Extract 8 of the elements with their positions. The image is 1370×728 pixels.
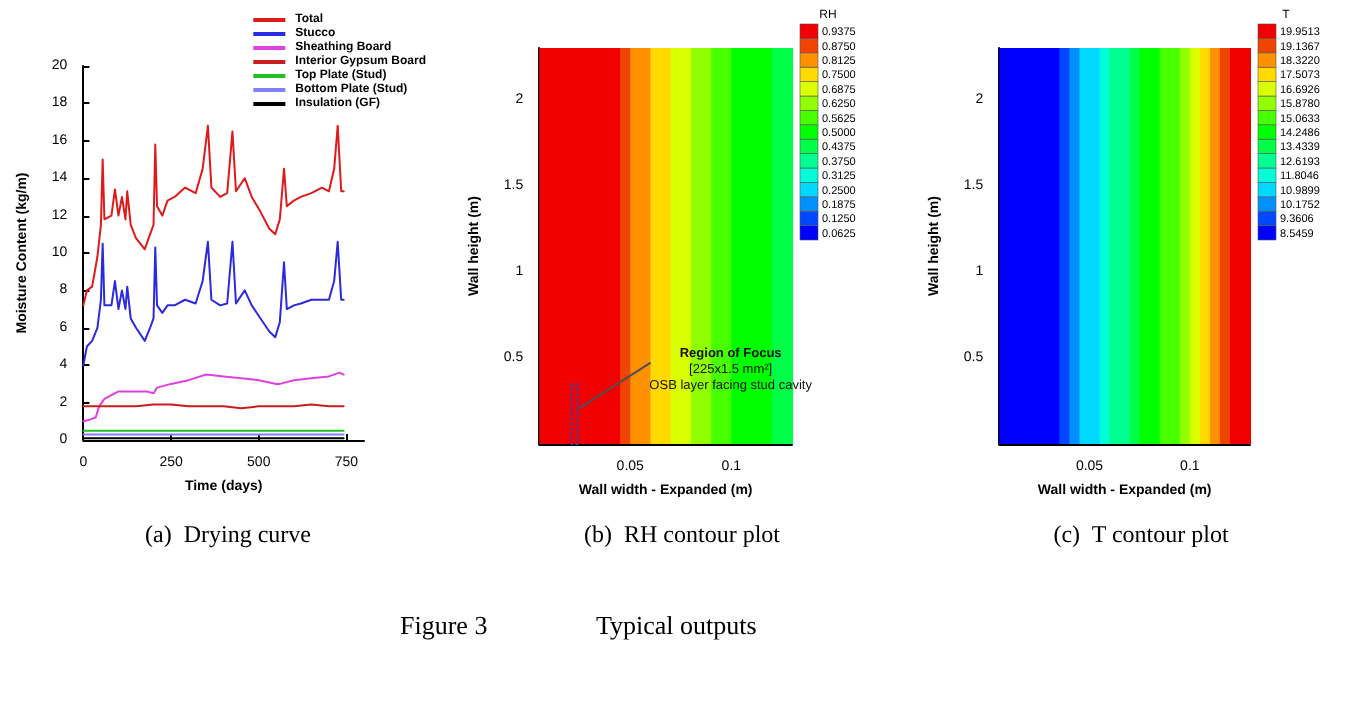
text: Figure 3 xyxy=(400,610,488,640)
text: (b) RH contour plot xyxy=(584,520,782,548)
line-series xyxy=(82,240,345,367)
text: (c) T contour plot xyxy=(1053,520,1230,548)
line-series xyxy=(82,124,345,307)
text: Typical outputs xyxy=(596,610,757,640)
text: (a) Drying curve xyxy=(145,520,311,548)
line-series xyxy=(82,371,345,423)
